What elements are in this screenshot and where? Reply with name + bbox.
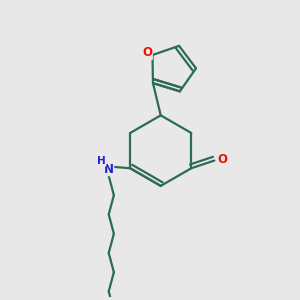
Text: O: O [142, 46, 152, 59]
Text: N: N [104, 163, 114, 176]
Text: O: O [218, 152, 228, 166]
Text: H: H [97, 156, 106, 166]
